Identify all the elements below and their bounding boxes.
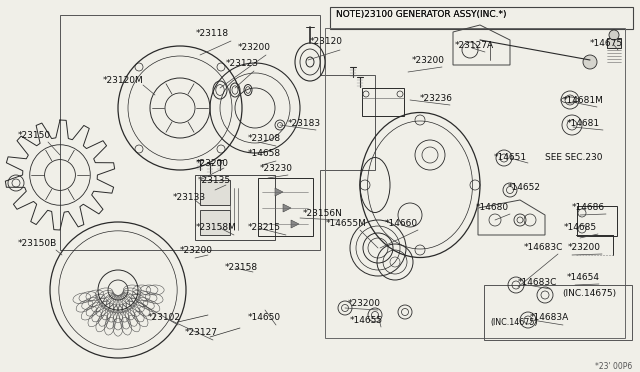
Text: *14660: *14660: [385, 219, 418, 228]
Text: *14652: *14652: [508, 183, 541, 192]
Bar: [258, 178, 313, 236]
Text: *23200: *23200: [238, 43, 271, 52]
Text: (INC.14675): (INC.14675): [490, 318, 538, 327]
Text: *23200: *23200: [348, 299, 381, 308]
Polygon shape: [291, 220, 299, 228]
Bar: [330, 7, 633, 29]
Text: *23' 00P6: *23' 00P6: [595, 362, 632, 371]
Polygon shape: [275, 188, 283, 196]
Text: *23158M: *23158M: [196, 223, 237, 232]
Text: *23118: *23118: [196, 29, 229, 38]
Text: *23133: *23133: [173, 193, 206, 202]
Text: *23135: *23135: [198, 176, 231, 185]
Text: *14650: *14650: [248, 313, 281, 322]
Text: *14683C: *14683C: [524, 243, 563, 252]
Bar: [200, 180, 230, 205]
Text: *23108: *23108: [248, 134, 281, 143]
Text: *23123: *23123: [226, 59, 259, 68]
Text: *14654: *14654: [567, 273, 600, 282]
Polygon shape: [283, 204, 291, 212]
Text: *23215: *23215: [248, 223, 281, 232]
Bar: [195, 175, 275, 240]
Text: *23120: *23120: [310, 37, 343, 46]
Text: *23102: *23102: [148, 313, 181, 322]
Text: NOTE)23100 GENERATOR ASSY(INC.*): NOTE)23100 GENERATOR ASSY(INC.*): [336, 10, 506, 19]
Text: *23200: *23200: [180, 246, 213, 255]
Text: *23120M: *23120M: [103, 76, 144, 85]
Circle shape: [583, 55, 597, 69]
Text: *14683C: *14683C: [518, 278, 557, 287]
Text: *23200: *23200: [568, 243, 601, 252]
Text: *23127: *23127: [185, 328, 218, 337]
Bar: [200, 210, 230, 235]
Text: *14651: *14651: [494, 153, 527, 162]
Text: *23230: *23230: [260, 164, 293, 173]
Bar: [577, 206, 617, 236]
Bar: [325, 28, 625, 338]
Text: *23200: *23200: [196, 159, 229, 168]
Text: *14655M: *14655M: [326, 219, 367, 228]
Text: *23150: *23150: [18, 131, 51, 140]
Text: *14685: *14685: [564, 223, 597, 232]
Text: *23127A: *23127A: [455, 41, 494, 50]
Text: SEE SEC.230: SEE SEC.230: [545, 153, 602, 162]
Bar: [607, 38, 621, 48]
Text: *23183: *23183: [288, 119, 321, 128]
Text: *14681: *14681: [567, 119, 600, 128]
Bar: [484, 285, 632, 340]
Circle shape: [609, 30, 619, 40]
Text: *23236: *23236: [420, 94, 453, 103]
Text: *23150B: *23150B: [18, 239, 57, 248]
Text: *14680: *14680: [476, 203, 509, 212]
Text: (INC.14675): (INC.14675): [562, 289, 616, 298]
Text: *14675: *14675: [590, 39, 623, 48]
Text: *23158: *23158: [225, 263, 258, 272]
Text: *23200: *23200: [412, 56, 445, 65]
Text: *14681M: *14681M: [563, 96, 604, 105]
Bar: [362, 88, 404, 116]
Text: *14683A: *14683A: [530, 313, 569, 322]
Text: *14686: *14686: [572, 203, 605, 212]
Text: NOTE)23100 GENERATOR ASSY(INC.*): NOTE)23100 GENERATOR ASSY(INC.*): [336, 10, 506, 19]
Text: *23156N: *23156N: [303, 209, 343, 218]
Text: *14658: *14658: [248, 149, 281, 158]
Text: *14655: *14655: [350, 316, 383, 325]
